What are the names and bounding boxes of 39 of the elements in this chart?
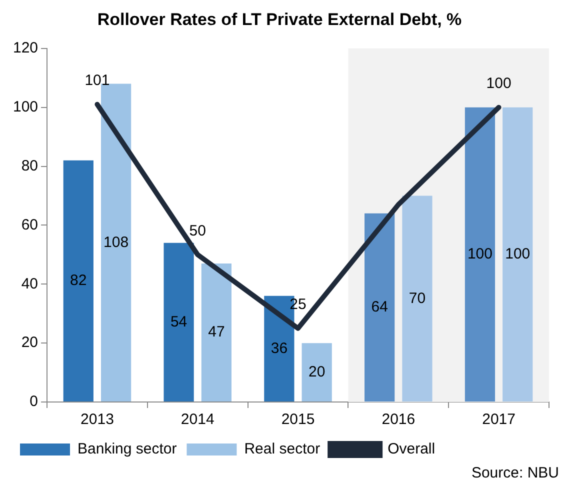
y-tick-label: 0 xyxy=(30,393,38,410)
y-tick-label: 100 xyxy=(12,98,38,116)
chart-title: Rollover Rates of LT Private External Debt, % xyxy=(97,10,462,29)
y-tick-label: 80 xyxy=(21,157,38,174)
data-label: 100 xyxy=(467,246,492,263)
y-tick-label: 60 xyxy=(21,216,38,234)
data-label: 100 xyxy=(486,74,512,92)
y-tick-label: 120 xyxy=(12,40,38,57)
x-tick-label: 2015 xyxy=(281,411,315,428)
legend-label: Real sector xyxy=(244,440,320,458)
y-tick-label: 40 xyxy=(21,275,38,292)
data-label: 36 xyxy=(270,340,288,357)
data-label: 70 xyxy=(408,290,426,307)
data-label: 100 xyxy=(505,246,530,263)
legend-label: Banking sector xyxy=(78,440,177,458)
bar xyxy=(302,343,332,402)
data-label: 54 xyxy=(170,313,188,330)
data-label: 101 xyxy=(84,72,110,90)
source-note: Source: NBU xyxy=(471,464,559,482)
x-tick-label: 2016 xyxy=(382,411,416,428)
data-label: 47 xyxy=(208,324,225,341)
bar xyxy=(464,107,496,402)
data-label: 50 xyxy=(189,222,206,240)
data-label: 82 xyxy=(70,272,87,290)
bar xyxy=(201,264,232,402)
legend-label: Overall xyxy=(388,440,436,458)
data-label: 64 xyxy=(371,298,388,316)
x-tick-label: 2017 xyxy=(482,411,516,428)
y-tick-label: 20 xyxy=(21,334,38,352)
bar xyxy=(63,160,94,402)
x-tick-label: 2014 xyxy=(180,411,214,428)
bar xyxy=(364,213,395,402)
data-label: 20 xyxy=(308,363,326,380)
data-label: 108 xyxy=(104,234,129,251)
bar xyxy=(100,84,132,402)
bar xyxy=(502,107,533,402)
x-tick-label: 2013 xyxy=(80,411,114,428)
bar xyxy=(164,242,194,402)
bar xyxy=(402,196,432,402)
